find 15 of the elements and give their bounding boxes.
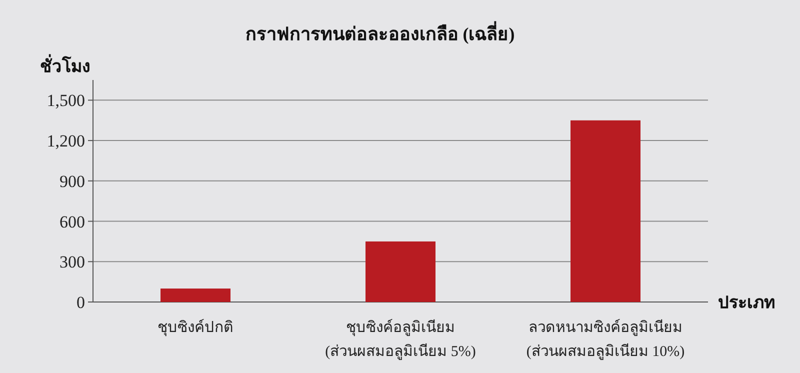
- y-axis-title: ชั่วโมง: [40, 54, 90, 76]
- y-tick-label: 300: [60, 252, 85, 272]
- x-tick-label: ลวดหนามซิงค์อลูมิเนียม (ส่วนผสมอลูมิเนียม 10%): [526, 319, 685, 360]
- y-tick-label: 1,500: [46, 91, 85, 110]
- x-axis-title: ประเภท: [718, 293, 775, 312]
- y-tick-label: 0: [76, 293, 85, 312]
- bar: [366, 241, 436, 302]
- x-tick-label: ชุบซิงค์อลูมิเนียม (ส่วนผสมอลูมิเนียม 5%): [325, 319, 476, 360]
- chart-title: กราฟการทนต่อละอองเกลือ (เฉลี่ย): [245, 21, 515, 44]
- bar: [160, 288, 230, 302]
- bar: [570, 120, 640, 302]
- y-tick-label: 600: [60, 212, 85, 232]
- y-tick-label: 1,200: [46, 132, 85, 151]
- x-tick-label: ชุบซิงค์ปกติ: [158, 319, 234, 337]
- y-tick-label: 900: [60, 172, 85, 191]
